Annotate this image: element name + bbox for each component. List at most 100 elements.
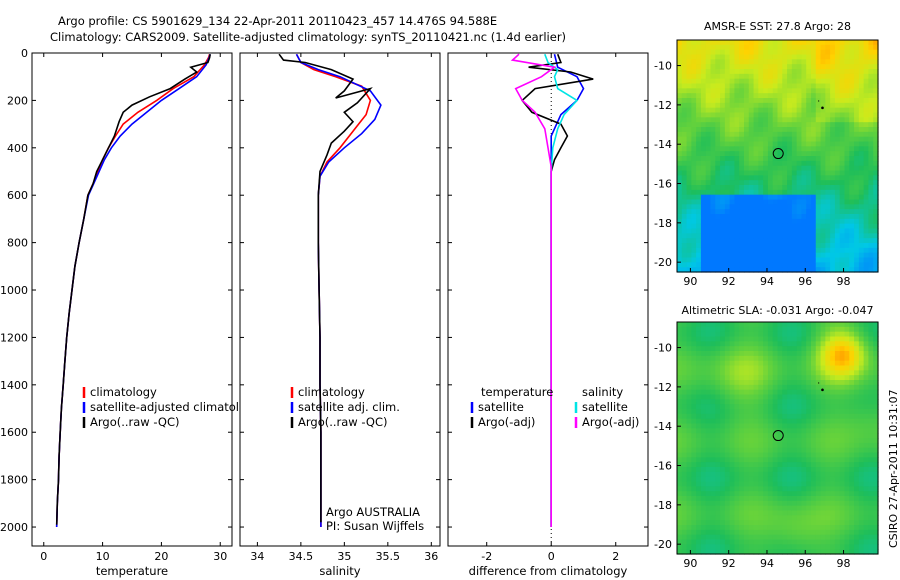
sst-heatmap-cell: [729, 209, 736, 215]
sla-heatmap-cell: [830, 467, 836, 473]
sst-heatmap-cell: [681, 122, 688, 128]
sla-heatmap-cell: [691, 375, 697, 381]
sla-heatmap-cell: [858, 365, 865, 371]
sst-heatmap-cell: [868, 223, 874, 230]
sla-heatmap-cell: [767, 413, 774, 420]
sst-heatmap-cell: [834, 83, 841, 89]
sla-heatmap-cell: [873, 394, 879, 400]
sst-heatmap-cell: [834, 214, 841, 220]
sst-heatmap-cell: [849, 40, 855, 46]
sla-heatmap-cell: [696, 549, 702, 555]
sst-heatmap-cell: [677, 83, 683, 89]
sst-heatmap-cell: [815, 189, 822, 196]
sst-heatmap-cell: [863, 73, 870, 80]
sla-heatmap-cell: [858, 351, 865, 357]
sst-heatmap-cell: [720, 223, 726, 230]
sla-heatmap-cell: [753, 322, 759, 328]
sla-heatmap-cell: [686, 471, 692, 478]
sla-heatmap-cell: [705, 394, 712, 400]
sla-heatmap-cell: [839, 467, 846, 473]
sla-heatmap-cell: [854, 505, 860, 512]
sla-heatmap-cell: [782, 491, 788, 497]
sst-heatmap-cell: [796, 262, 803, 268]
sla-heatmap-cell: [844, 534, 850, 541]
sla-heatmap-cell: [734, 341, 740, 347]
sst-heatmap-cell: [767, 146, 774, 152]
sst-heatmap-cell: [787, 93, 793, 99]
sla-heatmap-cell: [729, 462, 736, 468]
sst-heatmap-cell: [811, 102, 817, 109]
sst-heatmap-cell: [858, 49, 865, 56]
sst-heatmap-cell: [763, 243, 769, 249]
sst-heatmap-cell: [782, 64, 788, 70]
sst-heatmap-cell: [801, 112, 807, 118]
sst-heatmap-cell: [811, 93, 817, 99]
sst-heatmap-cell: [686, 238, 692, 244]
sla-heatmap-cell: [830, 399, 836, 405]
sst-heatmap-cell: [700, 40, 707, 46]
sla-heatmap-cell: [839, 447, 846, 454]
sst-heatmap-cell: [753, 209, 759, 215]
sla-heatmap-cell: [787, 496, 793, 502]
sst-heatmap-cell: [787, 141, 793, 147]
sla-heatmap-cell: [811, 529, 817, 536]
sst-heatmap-cell: [677, 267, 683, 273]
sla-heatmap-cell: [801, 336, 807, 342]
sla-heatmap-cell: [705, 418, 712, 425]
sla-heatmap-cell: [686, 428, 692, 434]
sst-heatmap-cell: [686, 151, 692, 157]
sst-heatmap-cell: [696, 151, 702, 157]
sst-heatmap-cell: [758, 127, 764, 133]
sst-track-point: [818, 100, 820, 102]
sla-heatmap-cell: [739, 331, 745, 338]
sst-heatmap-cell: [777, 93, 783, 99]
sla-heatmap-cell: [720, 418, 726, 425]
sla-heatmap-cell: [767, 346, 774, 352]
sst-heatmap-cell: [686, 233, 692, 239]
sst-heatmap-cell: [767, 194, 774, 201]
sst-heatmap-cell: [830, 107, 836, 114]
sst-heatmap-cell: [854, 228, 860, 234]
sst-heatmap-cell: [858, 228, 865, 234]
sst-heatmap-cell: [815, 175, 822, 181]
sst-heatmap-cell: [724, 165, 731, 172]
sla-heatmap-cell: [734, 515, 740, 521]
sla-heatmap-cell: [782, 486, 788, 492]
sst-heatmap-cell: [806, 175, 812, 181]
sst-heatmap-cell: [705, 252, 712, 259]
sla-heatmap-cell: [815, 365, 822, 371]
sla-heatmap-cell: [820, 544, 826, 550]
sla-heatmap-cell: [834, 351, 841, 357]
difference-series-line-3: [510, 53, 557, 527]
sla-heatmap-cell: [839, 486, 846, 492]
sst-heatmap-cell: [844, 146, 850, 152]
sla-heatmap-cell: [758, 433, 764, 439]
sst-heatmap-cell: [806, 180, 812, 186]
sst-heatmap-cell: [873, 83, 879, 89]
sst-heatmap-cell: [710, 233, 716, 239]
sst-heatmap-cell: [772, 160, 779, 167]
sst-heatmap-cell: [705, 238, 712, 244]
sst-heatmap-cell: [849, 204, 855, 210]
sla-heatmap-cell: [710, 520, 716, 526]
sst-heatmap-cell: [758, 156, 764, 162]
sla-heatmap-cell: [767, 525, 774, 531]
sla-heatmap-cell: [854, 413, 860, 420]
sst-heatmap-cell: [782, 98, 788, 104]
sst-heatmap-cell: [830, 199, 836, 205]
sla-heatmap-cell: [729, 539, 736, 545]
sst-heatmap-cell: [696, 64, 702, 70]
sst-heatmap-cell: [796, 112, 803, 118]
sla-heatmap-cell: [772, 481, 779, 487]
sla-heatmap-cell: [681, 423, 688, 429]
sla-heatmap-cell: [873, 462, 879, 468]
sla-heatmap-cell: [825, 442, 831, 449]
sst-heatmap-cell: [686, 40, 692, 46]
sla-heatmap-cell: [806, 447, 812, 454]
sla-heatmap-cell: [863, 346, 870, 352]
sla-heatmap-cell: [849, 389, 855, 396]
sla-heatmap-cell: [681, 409, 688, 415]
sla-heatmap-cell: [763, 486, 769, 492]
sst-heatmap-cell: [677, 73, 683, 80]
sla-heatmap-cell: [715, 341, 721, 347]
